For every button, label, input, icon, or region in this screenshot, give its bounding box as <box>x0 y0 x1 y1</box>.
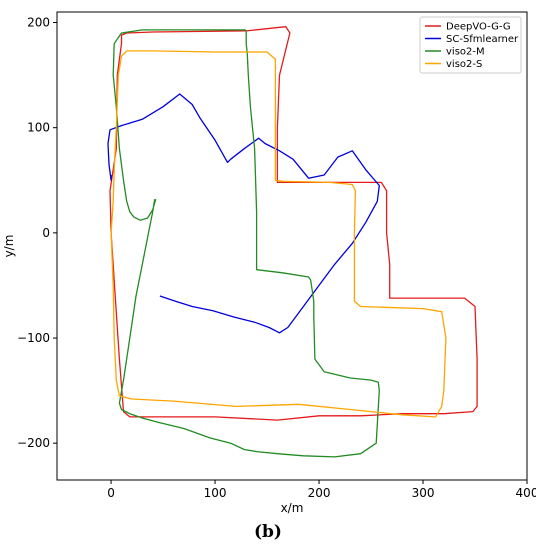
y-tick-label: 100 <box>27 121 50 135</box>
legend-label: viso2-S <box>446 59 482 70</box>
legend-label: SC-Sfmlearner <box>446 34 519 45</box>
y-axis-label: y/m <box>2 235 16 258</box>
x-tick-label: 200 <box>308 486 331 500</box>
series-line-viso2-m <box>112 29 380 458</box>
x-axis-label: x/m <box>281 501 304 515</box>
y-tick-label: −100 <box>17 331 50 345</box>
figure-caption: (b) <box>254 522 282 542</box>
series-line-sc-sfmlearner <box>107 93 380 334</box>
plot-area <box>56 11 528 481</box>
series-line-viso2-s <box>110 50 447 418</box>
legend-label: DeepVO-G-G <box>446 22 511 33</box>
y-tick-label: 0 <box>42 226 50 240</box>
axes-frame <box>56 11 528 481</box>
series-line-deepvo-g-g <box>109 26 478 421</box>
x-tick-label: 100 <box>204 486 227 500</box>
y-tick-label: 200 <box>27 16 50 30</box>
x-tick-label: 0 <box>107 486 115 500</box>
legend-box <box>419 16 522 74</box>
x-tick-label: 400 <box>516 486 536 500</box>
series-lines <box>107 26 478 458</box>
legend-label: viso2-M <box>446 47 485 58</box>
axis-ticks: 0 100 200 300 400 −200 −100 0 100 200 <box>17 16 536 500</box>
chart: 0 100 200 300 400 −200 −100 0 100 200 x/m y/m Dee… <box>2 11 536 515</box>
y-tick-label: −200 <box>17 436 50 450</box>
x-tick-label: 300 <box>412 486 435 500</box>
